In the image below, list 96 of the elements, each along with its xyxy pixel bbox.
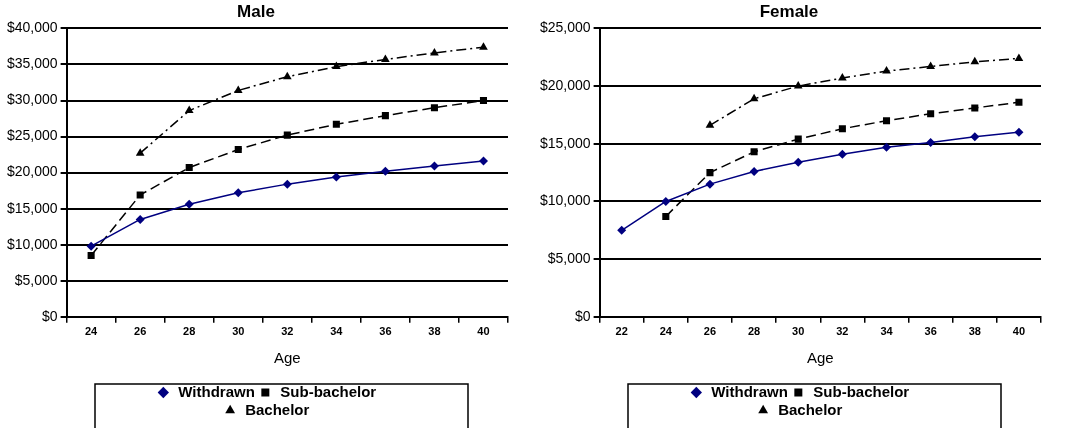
x-tick-label: 40: [1012, 325, 1026, 338]
legend-label: Sub-bachelor: [813, 382, 910, 400]
x-tick-label: 38: [428, 325, 441, 338]
legend-label: Bachelor: [778, 400, 843, 418]
x-tick-label: 26: [134, 325, 147, 338]
x-tick-label: 40: [477, 325, 490, 338]
point: [479, 42, 488, 50]
y-tick-label: $15,000: [7, 199, 58, 216]
point: [381, 112, 389, 120]
point: [750, 148, 758, 156]
point: [838, 125, 846, 133]
x-tick-label: 28: [747, 325, 761, 338]
x-axis-title: Age: [806, 349, 834, 367]
point: [429, 161, 439, 171]
y-tick-label: $30,000: [7, 91, 58, 108]
legend-label: Withdrawn: [711, 382, 788, 400]
point: [233, 85, 243, 93]
x-tick-label: 32: [281, 325, 294, 338]
point: [837, 149, 847, 159]
legend-label: Withdrawn: [178, 382, 255, 400]
chart-title: Female: [759, 1, 819, 21]
point: [135, 214, 145, 224]
x-tick-label: 24: [659, 325, 673, 338]
point: [661, 196, 671, 206]
point: [1014, 53, 1024, 61]
point: [381, 54, 390, 62]
point: [136, 191, 144, 199]
x-axis-title: Age: [273, 349, 301, 367]
y-tick-label: $25,000: [540, 19, 591, 36]
point: [332, 120, 340, 128]
legend-label: Sub-bachelor: [280, 382, 377, 400]
legend-label: Bachelor: [245, 400, 310, 418]
y-tick-label: $10,000: [540, 192, 591, 209]
y-tick-label: $10,000: [7, 235, 58, 252]
y-tick-label: $20,000: [7, 163, 58, 180]
point: [478, 156, 488, 166]
point: [184, 199, 194, 209]
point: [926, 138, 936, 148]
point: [749, 166, 759, 176]
point: [662, 212, 670, 220]
x-tick-label: 38: [968, 325, 981, 338]
point: [282, 71, 292, 80]
y-tick-label: $20,000: [540, 76, 591, 93]
point: [135, 148, 145, 156]
point: [282, 179, 292, 189]
point: [970, 56, 980, 65]
point: [793, 157, 803, 167]
point: [705, 120, 715, 128]
point: [184, 105, 194, 114]
x-tick-label: 22: [615, 325, 628, 338]
x-tick-label: 34: [880, 325, 894, 338]
point: [971, 104, 979, 112]
x-tick-label: 30: [232, 325, 245, 338]
point: [233, 188, 243, 198]
point: [283, 131, 291, 139]
point: [793, 81, 803, 89]
y-tick-label: $35,000: [7, 55, 58, 72]
x-tick-label: 24: [85, 325, 99, 338]
x-tick-label: 28: [183, 325, 196, 338]
x-tick-label: 34: [330, 325, 344, 338]
point: [185, 164, 193, 172]
y-tick-label: $5,000: [547, 249, 591, 266]
point: [1015, 98, 1023, 106]
y-tick-label: $5,000: [14, 271, 58, 288]
point: [617, 225, 627, 235]
point: [706, 169, 714, 177]
y-tick-label: $40,000: [7, 19, 58, 36]
point: [332, 61, 341, 70]
point: [1014, 127, 1024, 137]
point: [479, 96, 488, 105]
y-tick-label: $15,000: [540, 134, 591, 151]
point: [926, 61, 935, 69]
x-tick-label: 30: [792, 325, 805, 338]
point: [705, 179, 715, 189]
point: [927, 110, 935, 118]
point: [86, 241, 96, 251]
point: [882, 117, 891, 125]
x-tick-label: 26: [703, 325, 717, 338]
point: [970, 132, 980, 142]
y-tick-label: $0: [42, 307, 58, 324]
point: [430, 104, 438, 112]
x-tick-label: 36: [379, 325, 392, 338]
point: [882, 142, 892, 152]
point: [331, 172, 341, 182]
x-tick-label: 32: [836, 325, 849, 338]
point: [234, 145, 242, 154]
y-tick-label: $0: [575, 307, 591, 324]
point: [380, 166, 390, 176]
y-tick-label: $25,000: [7, 127, 58, 144]
point: [882, 66, 891, 74]
x-tick-label: 36: [924, 325, 937, 338]
chart-title: Male: [237, 1, 275, 21]
point: [838, 73, 847, 81]
point: [87, 251, 95, 260]
point: [749, 93, 759, 102]
point: [794, 135, 802, 143]
